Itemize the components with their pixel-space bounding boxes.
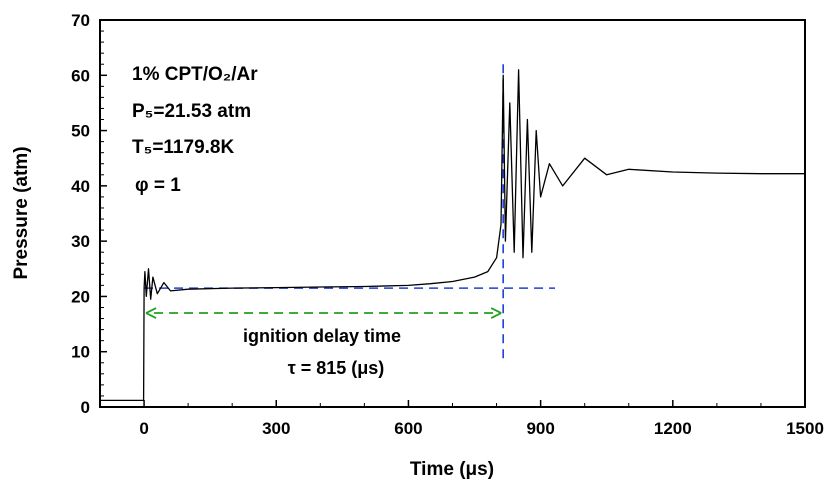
x-tick-label: 600	[394, 419, 422, 438]
x-tick-label: 300	[262, 419, 290, 438]
annotation-p5: P₅=21.53 atm	[132, 101, 251, 122]
y-tick-label: 20	[71, 287, 90, 306]
pressure-trace-line	[100, 69, 805, 402]
x-tick-label: 0	[139, 419, 148, 438]
y-tick-label: 10	[71, 343, 90, 362]
delay-arrow-head-right	[490, 307, 502, 319]
x-axis-title: Time (μs)	[410, 459, 494, 480]
x-tick-label: 900	[526, 419, 554, 438]
annotation-mixture: 1% CPT/O₂/Ar	[132, 64, 258, 85]
y-tick-label: 50	[71, 122, 90, 141]
delay-arrow-head-left	[145, 307, 157, 319]
y-tick-label: 30	[71, 232, 90, 251]
y-tick-label: 40	[71, 177, 90, 196]
annotation-delay-label: ignition delay time	[243, 326, 401, 346]
y-tick-label: 0	[81, 398, 90, 417]
annotation-tau: τ = 815 (μs)	[288, 358, 385, 378]
annotation-t5: T₅=1179.8K	[132, 137, 234, 158]
y-axis-title: Pressure (atm)	[11, 146, 32, 279]
annotation-phi: φ = 1	[135, 175, 181, 196]
y-tick-label: 70	[71, 11, 90, 30]
x-tick-label: 1500	[786, 419, 824, 438]
y-tick-label: 60	[71, 66, 90, 85]
x-tick-label: 1200	[654, 419, 692, 438]
